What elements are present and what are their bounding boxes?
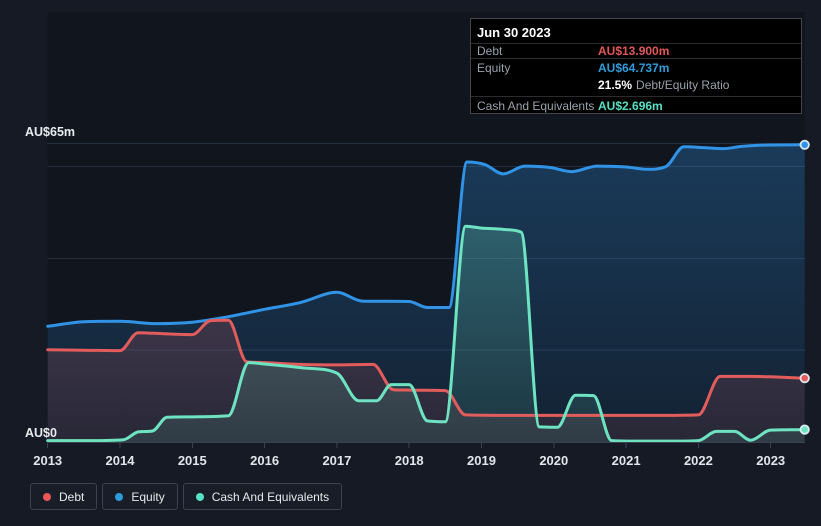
cash-endpoint-dot [799, 424, 810, 435]
tooltip-separator [471, 43, 801, 44]
tooltip-separator [471, 96, 801, 97]
debt-line [46, 318, 807, 417]
equity-endpoint-dot [799, 139, 810, 150]
x-tick-label-2017: 2017 [322, 453, 351, 468]
legend-debt-label: Debt [59, 489, 85, 504]
cash-dot-icon [195, 492, 204, 501]
tooltip-ratio-row: 21.5% Debt/Equity Ratio [477, 77, 795, 93]
x-tick-label-2022: 2022 [684, 453, 713, 468]
x-tick-label-2019: 2019 [467, 453, 496, 468]
tooltip-equity-row: Equity AU$64.737m [477, 60, 795, 76]
legend-item-debt[interactable]: Debt [30, 483, 98, 510]
chart-legend: Debt Equity Cash And Equivalents [30, 483, 343, 510]
tooltip-ratio-label: Debt/Equity Ratio [636, 78, 730, 92]
x-tick-label-2023: 2023 [756, 453, 785, 468]
tooltip-date: Jun 30 2023 [477, 25, 551, 40]
debt-endpoint-dot [799, 373, 810, 384]
tooltip-equity-value: AU$64.737m [598, 61, 670, 75]
chart-tooltip: Jun 30 2023 Debt AU$13.900m Equity AU$64… [470, 18, 802, 114]
y-axis-label-top: AU$65m [25, 125, 75, 139]
x-tick-label-2014: 2014 [106, 453, 136, 468]
tooltip-ratio-value: 21.5% Debt/Equity Ratio [598, 78, 730, 92]
tooltip-debt-row: Debt AU$13.900m [477, 44, 795, 58]
equity-dot-icon [115, 492, 124, 501]
debt-dot-icon [43, 492, 51, 501]
x-tick-label-2018: 2018 [395, 453, 424, 468]
x-tick-label-2015: 2015 [178, 453, 207, 468]
legend-cash-label: Cash And Equivalents [211, 489, 330, 504]
y-axis-label-zero: AU$0 [25, 426, 57, 440]
legend-item-equity[interactable]: Equity [102, 483, 178, 510]
tooltip-cash-label: Cash And Equivalents [477, 99, 595, 113]
cash-line [46, 224, 807, 443]
equity-line [46, 143, 807, 328]
tooltip-separator [471, 58, 801, 59]
x-tick-label-2016: 2016 [250, 453, 279, 468]
legend-item-cash[interactable]: Cash And Equivalents [182, 483, 343, 510]
x-tick-label-2020: 2020 [539, 453, 568, 468]
tooltip-cash-row: Cash And Equivalents AU$2.696m [477, 98, 795, 114]
x-tick-label-2013: 2013 [33, 453, 62, 468]
legend-equity-label: Equity [131, 489, 165, 504]
tooltip-debt-value: AU$13.900m [598, 44, 670, 58]
tooltip-equity-label: Equity [477, 61, 511, 75]
x-tick-label-2021: 2021 [612, 453, 641, 468]
tooltip-cash-value: AU$2.696m [598, 99, 663, 113]
tooltip-debt-label: Debt [477, 44, 503, 58]
